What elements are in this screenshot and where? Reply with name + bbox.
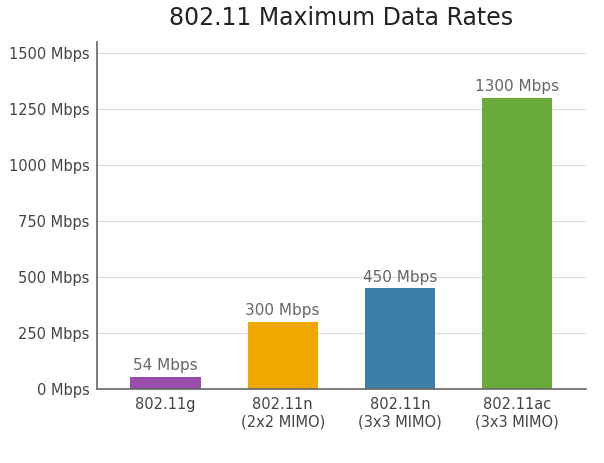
Text: 54 Mbps: 54 Mbps <box>133 358 198 374</box>
Bar <box>130 377 201 389</box>
Bar <box>482 98 552 389</box>
Bar <box>365 288 435 389</box>
Title: 802.11 Maximum Data Rates: 802.11 Maximum Data Rates <box>169 6 513 30</box>
Text: 300 Mbps: 300 Mbps <box>245 303 320 319</box>
Text: 1300 Mbps: 1300 Mbps <box>475 79 559 94</box>
Text: 450 Mbps: 450 Mbps <box>362 270 437 285</box>
Bar <box>248 322 318 389</box>
